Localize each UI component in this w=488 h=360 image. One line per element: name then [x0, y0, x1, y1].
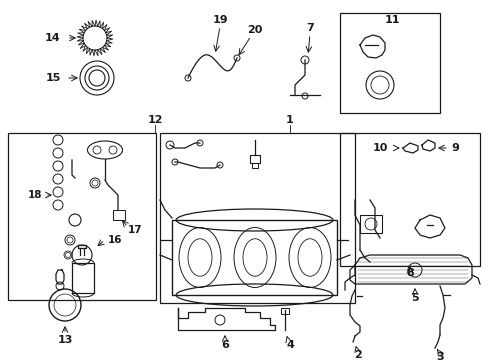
Bar — [251, 163, 258, 168]
Text: 17: 17 — [127, 225, 142, 235]
Bar — [8, 133, 156, 300]
Bar — [339, 13, 439, 113]
Text: 10: 10 — [371, 143, 387, 153]
Text: 7: 7 — [305, 23, 313, 33]
Text: 3: 3 — [435, 352, 443, 360]
Text: 4: 4 — [285, 340, 293, 350]
Text: 14: 14 — [45, 33, 61, 43]
Text: 11: 11 — [384, 15, 399, 25]
Text: 6: 6 — [221, 340, 228, 350]
Bar — [160, 133, 354, 303]
Text: 8: 8 — [406, 268, 413, 278]
Text: 1: 1 — [285, 115, 293, 125]
Text: 18: 18 — [28, 190, 42, 200]
Bar — [113, 210, 125, 220]
Text: 12: 12 — [147, 115, 163, 125]
Text: 13: 13 — [57, 335, 73, 345]
Bar — [72, 263, 94, 293]
Bar — [359, 215, 381, 233]
Bar — [249, 155, 260, 163]
Text: 5: 5 — [410, 293, 418, 303]
Text: 19: 19 — [212, 15, 227, 25]
Text: 15: 15 — [45, 73, 61, 83]
Text: 2: 2 — [353, 350, 361, 360]
Bar — [172, 220, 336, 295]
Text: 9: 9 — [450, 143, 458, 153]
Text: 16: 16 — [107, 235, 122, 245]
Text: 20: 20 — [247, 25, 262, 35]
Bar — [339, 133, 479, 266]
Bar — [281, 308, 288, 314]
